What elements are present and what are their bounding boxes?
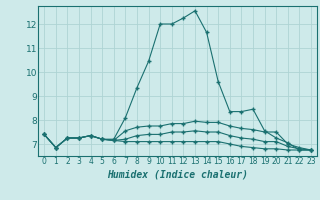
X-axis label: Humidex (Indice chaleur): Humidex (Indice chaleur)	[107, 169, 248, 179]
